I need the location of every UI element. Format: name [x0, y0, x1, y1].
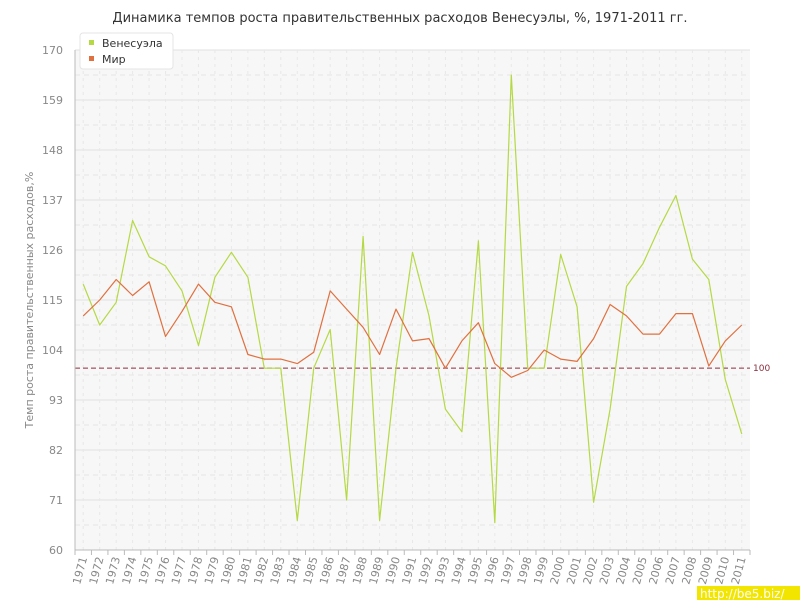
y-tick-label: 137	[42, 194, 63, 207]
y-axis-label: Темп роста правительственных расходов,%	[23, 172, 36, 430]
legend-label-venezuela: Венесуэла	[102, 37, 163, 50]
reference-line-label: 100	[753, 364, 770, 374]
legend-box	[79, 32, 174, 70]
grid	[75, 49, 750, 550]
series-group	[82, 74, 743, 524]
legend-swatch-venezuela	[89, 40, 94, 45]
axes	[74, 50, 751, 555]
y-tick-label: 126	[42, 244, 63, 257]
series-line-world	[82, 278, 743, 378]
y-tick-label: 148	[42, 144, 63, 157]
x-tick-labels: 1971197219731974197519761977197819791980…	[70, 555, 748, 585]
legend-label-world: Мир	[102, 53, 126, 66]
y-tick-label: 159	[42, 94, 63, 107]
y-tick-label: 104	[42, 344, 63, 357]
y-tick-label: 60	[49, 544, 63, 557]
legend: Венесуэла Мир	[79, 32, 174, 70]
series-line-venezuela	[82, 74, 743, 524]
chart-title: Динамика темпов роста правительственных …	[112, 11, 687, 26]
legend-swatch-world	[89, 56, 94, 61]
y-tick-labels: 60 71 82 93 104 115 126 137 148 159 170	[42, 44, 63, 557]
y-tick-label: 71	[49, 494, 63, 507]
watermark-text: http://be5.biz/	[700, 587, 785, 600]
y-tick-label: 82	[49, 444, 63, 457]
y-tick-label: 93	[49, 394, 63, 407]
y-tick-label: 170	[42, 44, 63, 57]
reference-line-group: 100	[75, 364, 770, 374]
watermark-background	[697, 586, 800, 600]
y-tick-label: 115	[42, 294, 63, 307]
watermark: http://be5.biz/	[697, 586, 800, 600]
